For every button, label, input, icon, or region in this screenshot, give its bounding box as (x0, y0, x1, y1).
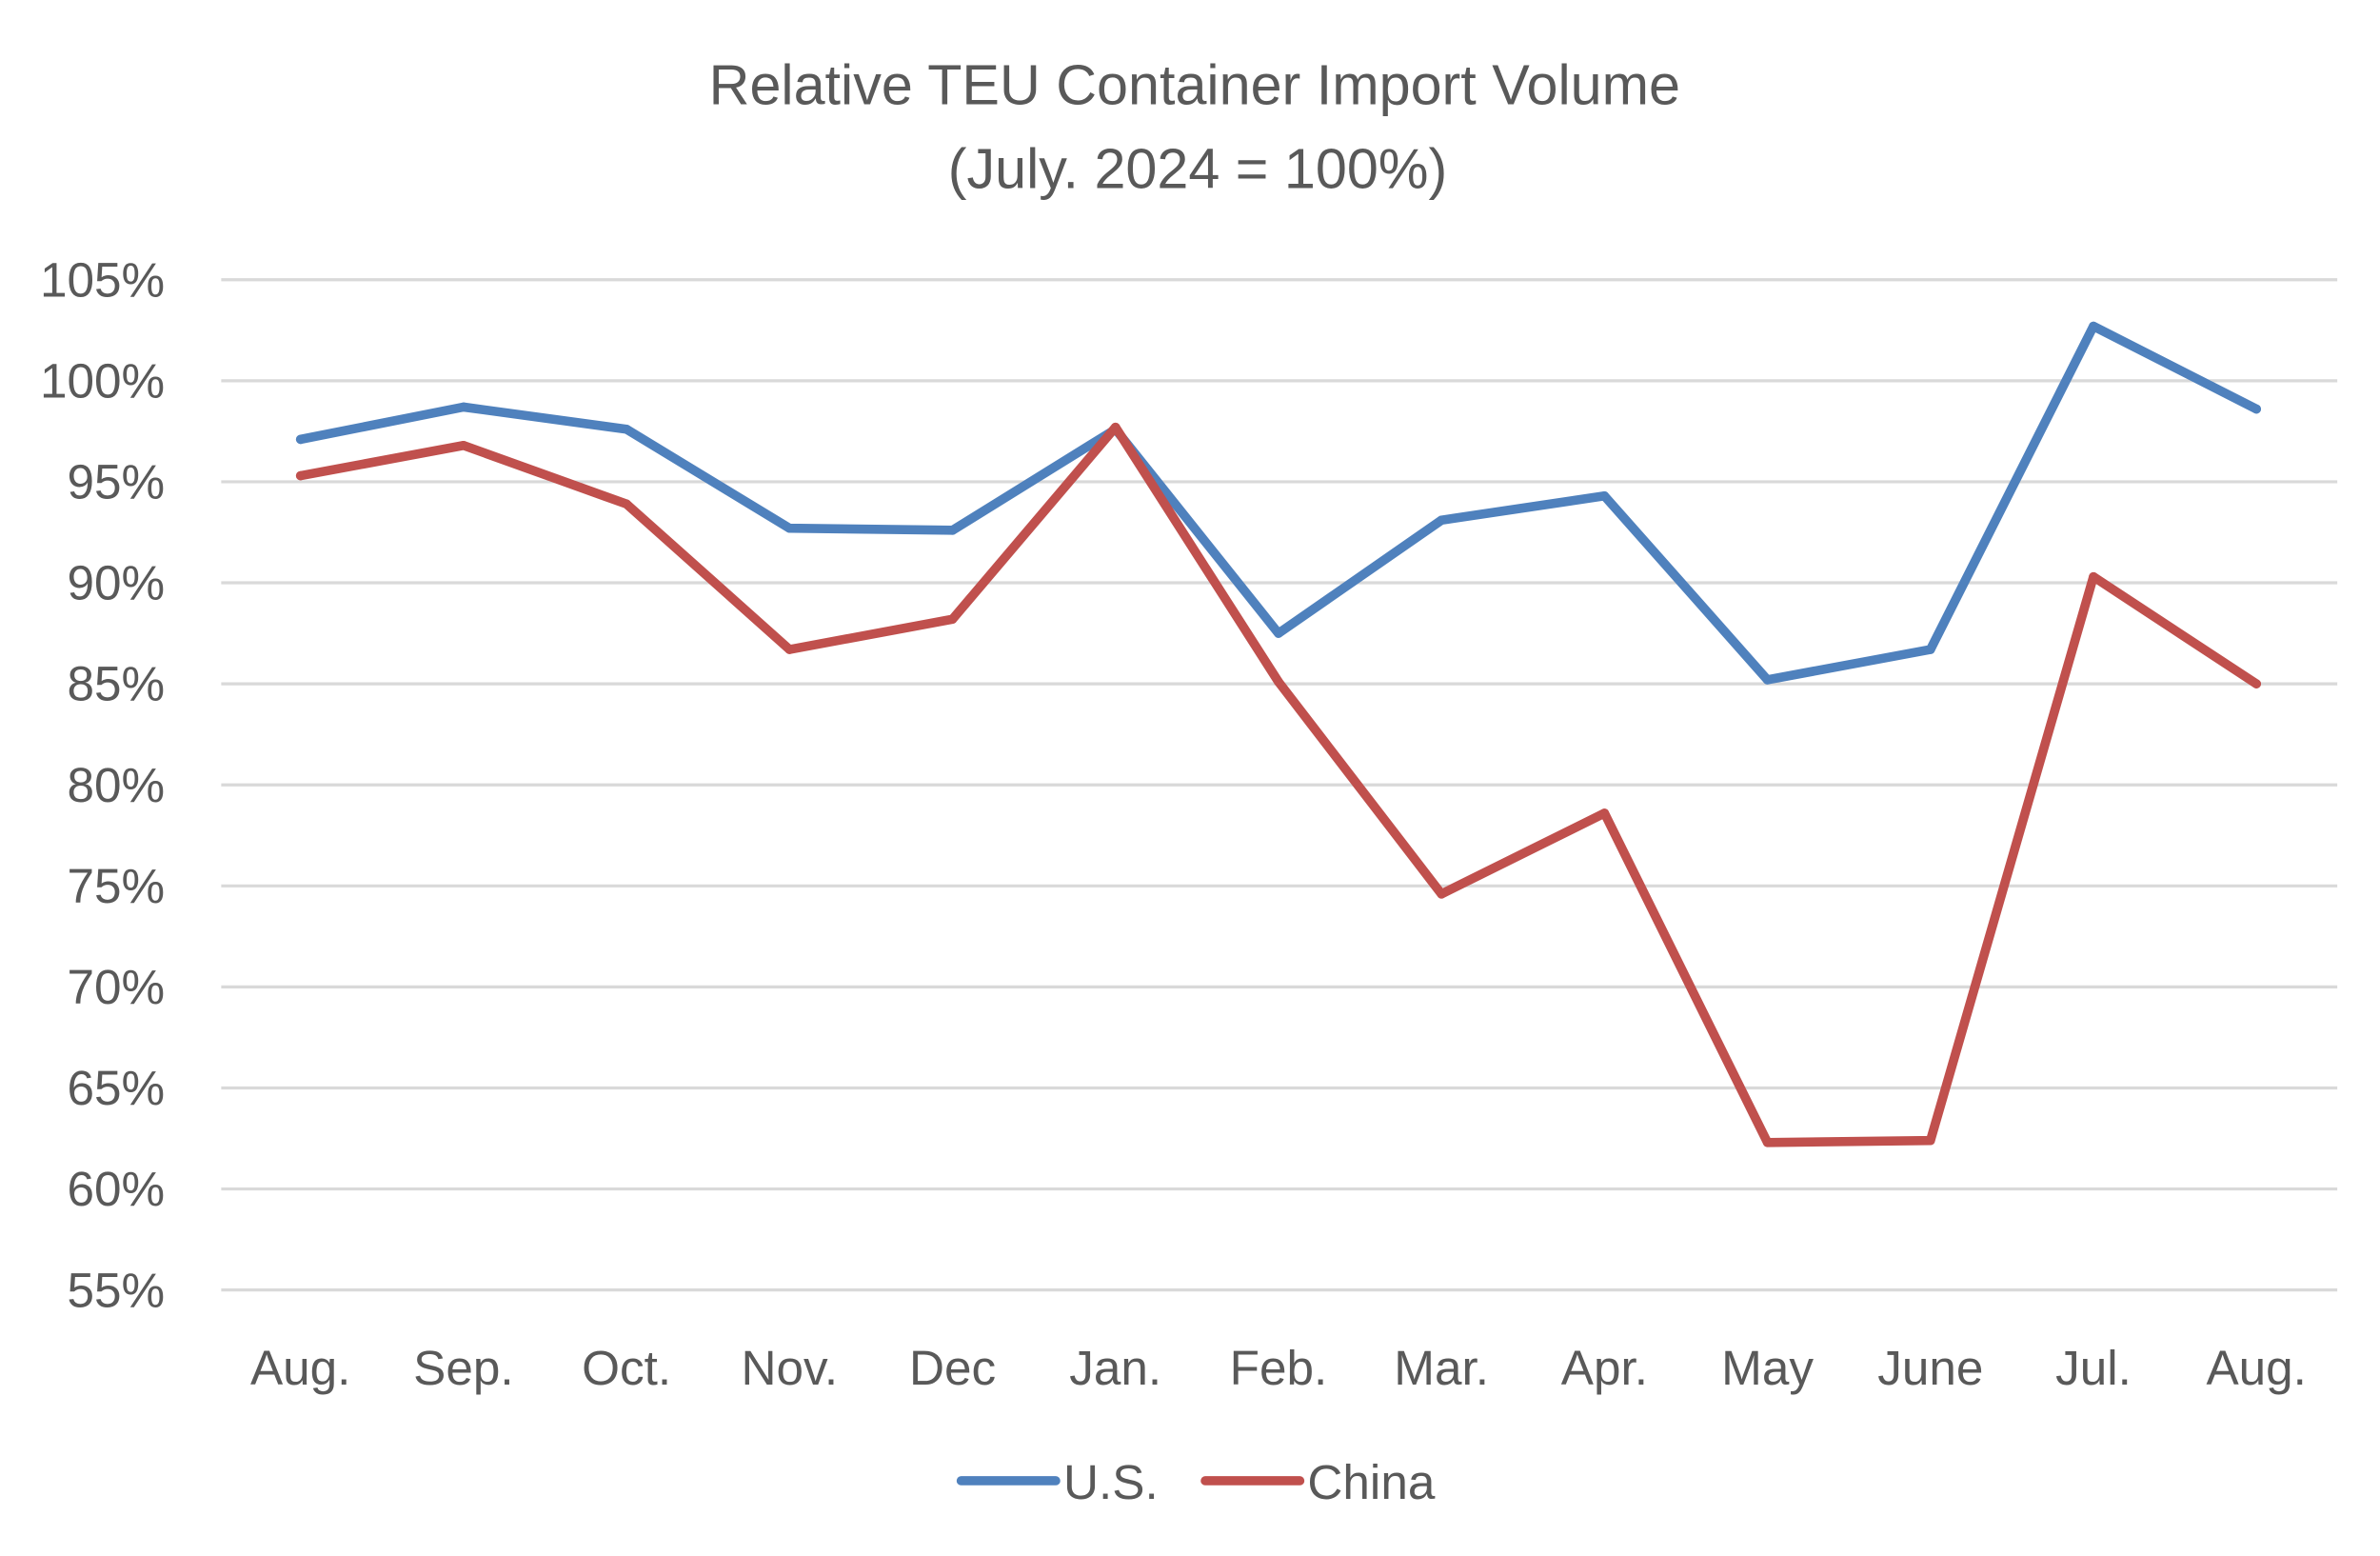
y-tick-label: 90% (67, 556, 165, 610)
series-lines (295, 321, 2261, 1147)
data-point (1274, 677, 1283, 687)
data-point (1599, 490, 1610, 501)
x-tick-label: Mar. (1394, 1341, 1489, 1395)
legend-label: U.S. (1063, 1455, 1159, 1509)
data-point (2089, 321, 2098, 331)
data-point (784, 645, 795, 654)
y-tick-label: 75% (67, 859, 165, 913)
legend-label: China (1307, 1455, 1435, 1509)
gridlines (221, 278, 2338, 1292)
x-tick-label: Sep. (413, 1341, 513, 1395)
data-point (947, 614, 958, 625)
x-tick-label: Jul. (2055, 1341, 2132, 1395)
x-axis-ticks: Aug. Sep. Oct. Nov. Dec Jan. Feb. Mar. Apr. May Ju… (250, 1341, 2307, 1395)
data-point (1762, 1137, 1773, 1147)
y-tick-label: 55% (67, 1263, 165, 1317)
x-tick-label: June (1877, 1341, 1983, 1395)
data-point (295, 470, 306, 481)
data-point (1599, 808, 1610, 818)
data-point (459, 440, 468, 450)
data-point (784, 523, 795, 533)
x-tick-label: Aug. (2206, 1341, 2306, 1395)
y-tick-label: 60% (67, 1162, 165, 1216)
x-tick-label: Oct. (582, 1341, 671, 1395)
data-point (459, 402, 468, 412)
y-tick-label: 80% (67, 758, 165, 812)
data-point (1274, 628, 1283, 638)
x-tick-label: May (1721, 1341, 1814, 1395)
data-point (2251, 404, 2261, 414)
data-point (1437, 888, 1446, 899)
y-axis-ticks: 55% 60% 65% 70% 75% 80% 85% 90% 95% 100% 105% (40, 252, 165, 1317)
data-point (622, 424, 631, 434)
data-point (622, 499, 631, 509)
data-point (1437, 515, 1446, 526)
data-point (2251, 679, 2261, 688)
data-point (1925, 1135, 1935, 1146)
data-point (2089, 571, 2098, 582)
x-tick-label: Dec (909, 1341, 996, 1395)
data-point (1110, 422, 1121, 432)
data-point (1925, 645, 1935, 654)
y-tick-label: 85% (67, 657, 165, 711)
chart-subtitle: (July. 2024 = 100%) (948, 137, 1448, 201)
data-point (295, 434, 306, 445)
chart-title: Relative TEU Container Import Volume (709, 52, 1680, 116)
y-tick-label: 105% (40, 252, 165, 307)
y-tick-label: 100% (40, 353, 165, 408)
y-tick-label: 95% (67, 455, 165, 509)
legend: U.S. China (956, 1455, 1436, 1509)
x-tick-label: Apr. (1561, 1341, 1648, 1395)
y-tick-label: 70% (67, 960, 165, 1014)
x-tick-label: Aug. (250, 1341, 350, 1395)
x-tick-label: Feb. (1230, 1341, 1328, 1395)
x-tick-label: Nov. (742, 1341, 839, 1395)
data-point (947, 526, 958, 535)
x-tick-label: Jan. (1069, 1341, 1161, 1395)
y-tick-label: 65% (67, 1061, 165, 1115)
data-point (1762, 675, 1773, 685)
